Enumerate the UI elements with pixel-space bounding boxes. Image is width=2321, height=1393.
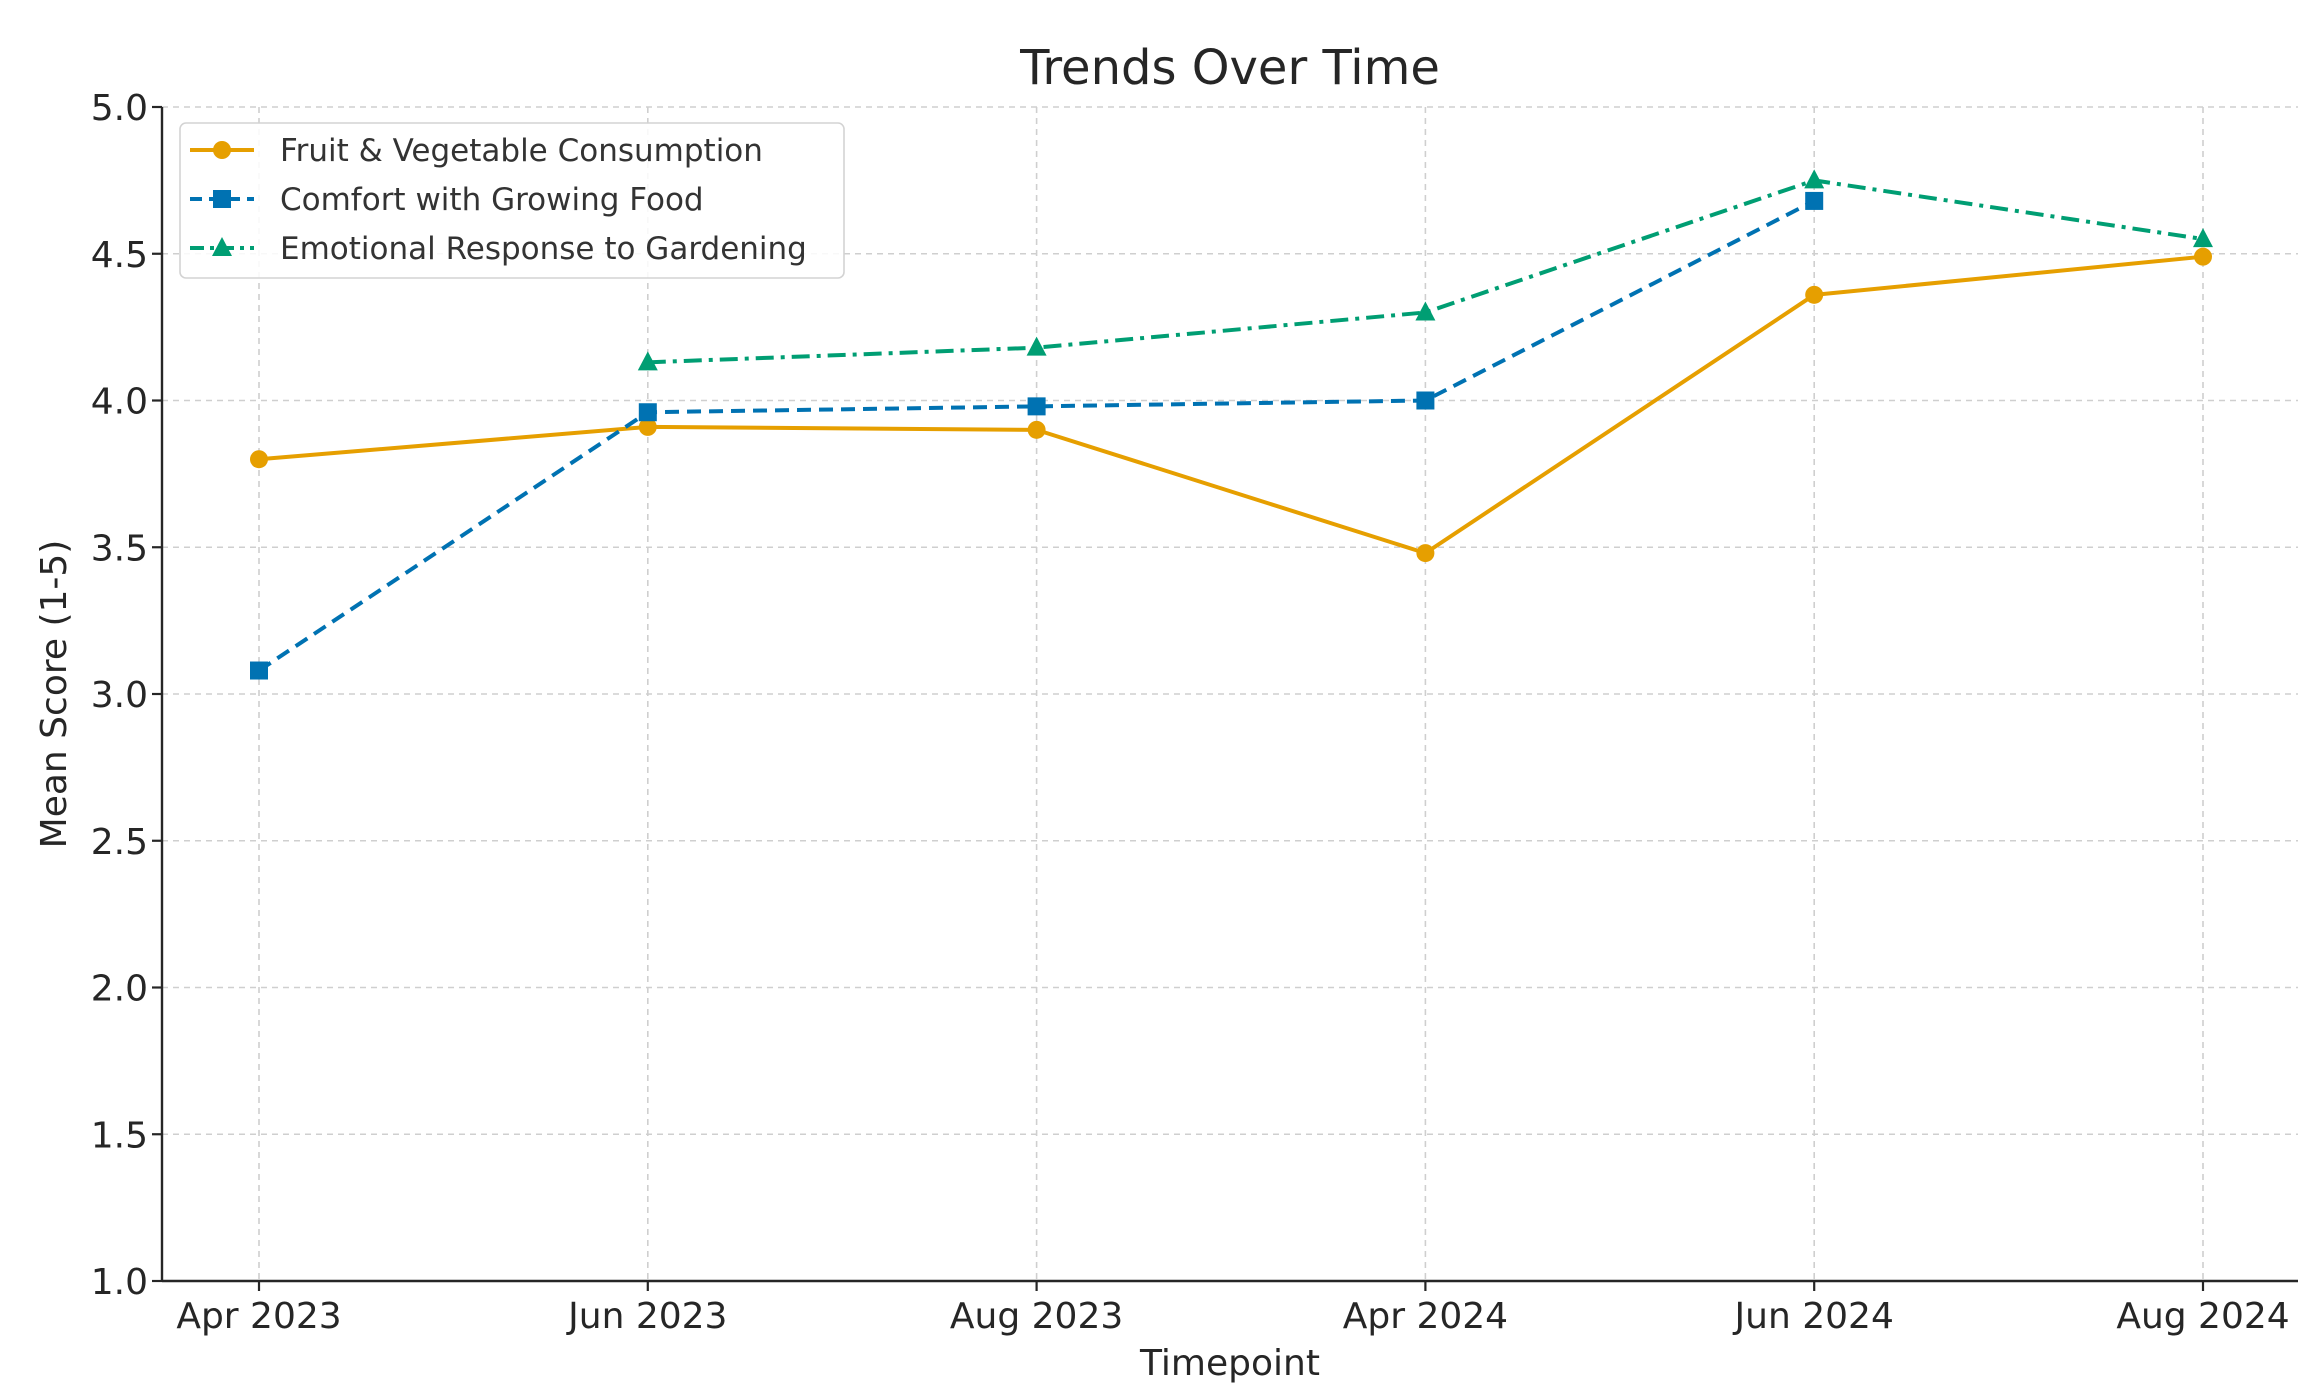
data-point-marker — [1027, 420, 1046, 439]
data-point-marker — [1027, 397, 1046, 416]
series-line — [257, 199, 1816, 673]
y-tick-label: 1.5 — [91, 1115, 148, 1156]
data-point-marker — [637, 351, 658, 371]
y-tick-label: 2.5 — [91, 822, 148, 863]
series-group — [250, 169, 2213, 680]
data-point-marker — [250, 661, 268, 680]
y-tick-label: 1.0 — [91, 1262, 148, 1303]
x-tick-label: Aug 2024 — [2116, 1296, 2289, 1337]
legend: Fruit & Vegetable Consumption Comfort wit… — [179, 122, 845, 279]
data-point-marker — [2193, 228, 2213, 248]
series-line — [647, 178, 2204, 365]
x-tick-label: Jun 2024 — [1733, 1296, 1894, 1337]
legend-item: Comfort with Growing Food — [190, 182, 704, 218]
y-tick-label: 2.0 — [91, 969, 148, 1010]
y-tick-label: 4.5 — [91, 235, 148, 276]
data-point-marker — [1416, 391, 1435, 410]
data-point-marker — [1026, 336, 1047, 356]
data-point-marker — [1415, 301, 1436, 321]
legend-item: Emotional Response to Gardening — [190, 231, 807, 267]
legend-frame — [179, 122, 845, 279]
x-tick-label: Jun 2023 — [566, 1296, 727, 1337]
legend-label: Comfort with Growing Food — [280, 182, 704, 218]
series-circle — [250, 247, 2212, 563]
legend-swatch-marker — [213, 141, 231, 159]
y-tick-label: 5.0 — [91, 88, 148, 129]
y-tick-label: 4.0 — [91, 382, 148, 423]
data-point-marker — [1805, 285, 1824, 304]
y-tick-label: 3.5 — [91, 528, 148, 569]
legend-item: Fruit & Vegetable Consumption — [190, 133, 763, 169]
legend-swatch-marker — [212, 237, 232, 256]
y-axis-title: Mean Score (1-5) — [34, 540, 75, 849]
legend-label: Emotional Response to Gardening — [280, 231, 807, 267]
data-point-marker — [2194, 247, 2212, 266]
data-point-marker — [638, 417, 657, 436]
y-tick-label: 3.0 — [91, 675, 148, 716]
series-square — [250, 191, 1824, 680]
x-tick-label: Apr 2024 — [1343, 1296, 1508, 1337]
data-point-marker — [638, 403, 657, 422]
legend-swatch-marker — [213, 190, 231, 208]
data-point-marker — [250, 450, 268, 469]
grid — [162, 106, 2298, 1282]
legend-label: Fruit & Vegetable Consumption — [280, 133, 763, 169]
axes: 1.0 1.5 2.0 2.5 3.0 3.5 4.0 4.5 5.0 Apr 2023 Jun 2… — [91, 88, 2298, 1337]
series-triangle — [637, 169, 2213, 371]
x-axis-title: Timepoint — [1139, 1343, 1320, 1384]
data-point-marker — [1416, 544, 1435, 563]
x-tick-label: Apr 2023 — [176, 1296, 341, 1337]
data-point-marker — [1805, 191, 1824, 210]
series-line — [258, 254, 2204, 556]
data-point-marker — [1804, 169, 1825, 189]
chart-title: Trends Over Time — [1019, 40, 1440, 96]
x-tick-label: Aug 2023 — [950, 1296, 1123, 1337]
